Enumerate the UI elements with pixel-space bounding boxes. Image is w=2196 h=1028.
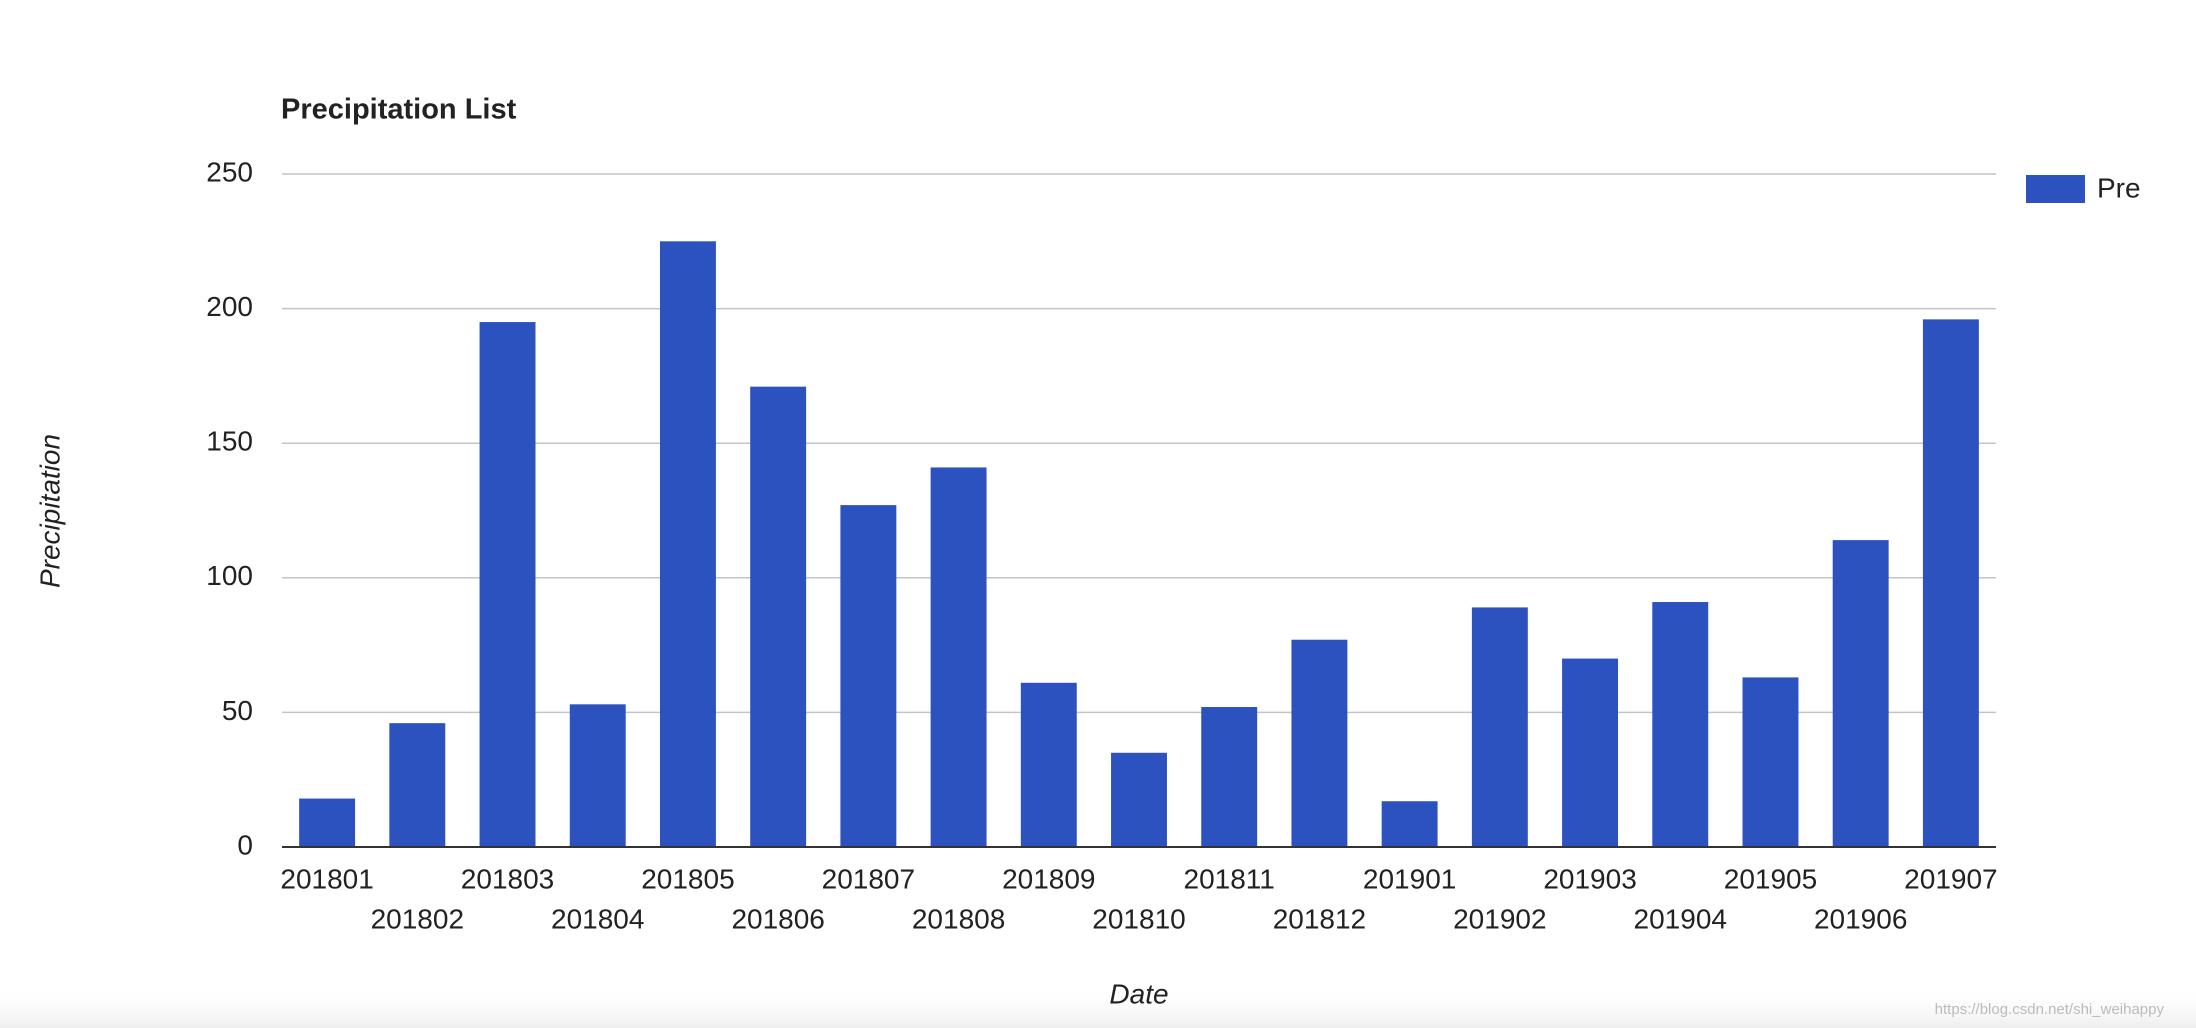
bar [1471,607,1528,847]
y-tick-label: 200 [206,291,253,322]
x-tick-label: 201812 [1273,903,1366,934]
x-tick-label: 201808 [912,903,1005,934]
x-tick-label: 201907 [1904,863,1997,894]
bar [1381,801,1438,847]
bar [1291,639,1348,847]
bar [389,723,446,847]
bar [1111,752,1167,847]
y-tick-label: 150 [206,426,253,457]
footer-fade [0,985,2196,1028]
y-tick-label: 0 [237,829,253,860]
x-tick-label: 201903 [1543,863,1636,894]
bar [1832,540,1889,847]
legend-swatch [2026,175,2085,203]
y-tick-label: 50 [222,695,253,726]
bar [1742,677,1799,847]
x-tick-label: 201803 [461,863,554,894]
x-tick-label: 201904 [1634,903,1727,934]
bar [1922,319,1979,847]
y-tick-label: 250 [206,156,253,187]
x-tick-label: 201806 [731,903,824,934]
x-tick-label: 201805 [641,863,734,894]
x-tick-label: 201801 [280,863,373,894]
y-axis-title: Precipitation [34,434,65,588]
x-tick-label: 201802 [371,903,464,934]
x-tick-label: 201810 [1092,903,1185,934]
x-tick-label: 201901 [1363,863,1456,894]
bar [299,798,356,847]
bar [479,322,536,847]
y-tick-label: 100 [206,560,253,591]
x-tick-label: 201804 [551,903,644,934]
bar [569,704,626,847]
bar [750,386,807,847]
bar [1562,658,1619,847]
x-tick-label: 201811 [1184,863,1275,894]
x-tick-label: 201906 [1814,903,1907,934]
bar [659,241,716,848]
x-tick-label: 201905 [1724,863,1817,894]
bar [1201,707,1258,847]
x-tick-label: 201807 [822,863,915,894]
x-axis-title: Date [1109,978,1168,1009]
x-tick-label: 201809 [1002,863,1095,894]
watermark: https://blog.csdn.net/shi_weihappy [1935,1001,2165,1018]
bar [1020,682,1077,847]
legend-label: Pre [2097,172,2141,203]
bar [1652,602,1709,847]
x-tick-label: 201902 [1453,903,1546,934]
chart-title: Precipitation List [281,94,517,126]
bar [930,467,987,847]
bar [840,505,897,847]
